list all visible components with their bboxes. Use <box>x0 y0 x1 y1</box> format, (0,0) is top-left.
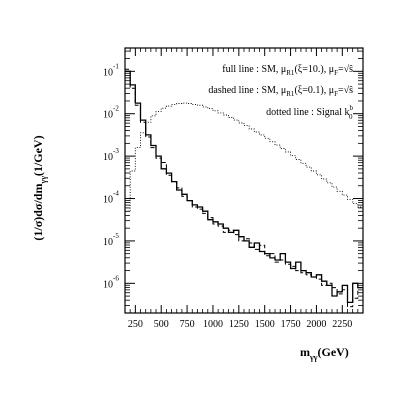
y-tick-exponent: -1 <box>113 62 119 70</box>
y-tick-exponent: -5 <box>113 232 119 240</box>
legend-entry: full line : SM, μR1(ξ=10.), μF=√ŝ <box>222 64 353 77</box>
x-tick-label: 1500 <box>255 319 275 330</box>
x-tick-label: 750 <box>180 319 195 330</box>
y-axis-title-unit: (1/GeV) <box>31 135 45 176</box>
y-tick-exponent: -2 <box>113 105 119 113</box>
y-axis-title: (1/σ)dσ/dmγγ(1/GeV) <box>31 135 48 240</box>
y-tick-exponent: -3 <box>113 147 119 155</box>
x-tick-label: 250 <box>128 319 143 330</box>
x-axis-title-main: m <box>300 345 310 359</box>
x-axis-title-unit: (GeV) <box>317 345 348 359</box>
legend-entry: dashed line : SM, μR1(ξ=0.1), μF=√ŝ <box>208 85 353 98</box>
legend: full line : SM, μR1(ξ=10.), μF=√ŝ dashed … <box>208 64 353 121</box>
y-tick-exponent: -4 <box>113 190 119 198</box>
x-axis-title: mγγ(GeV) <box>300 345 349 362</box>
x-tick-label: 1750 <box>281 319 301 330</box>
x-tick-label: 500 <box>154 319 169 330</box>
y-axis-title-subscript: γγ <box>39 176 48 185</box>
y-tick-label: 10 <box>103 195 113 206</box>
histogram-layer <box>125 68 363 308</box>
legend-entry: dotted line : Signal kb 0 <box>266 104 353 121</box>
y-axis-title-main: (1/σ)dσ/dm <box>31 184 45 241</box>
solid-histogram-line <box>125 70 363 304</box>
x-tick-label: 1000 <box>203 319 223 330</box>
y-tick-label: 10 <box>103 237 113 248</box>
y-tick-label: 10 <box>103 279 113 290</box>
y-tick-label: 10 <box>103 67 113 78</box>
x-tick-label: 1250 <box>229 319 249 330</box>
dashed-histogram-line <box>125 68 363 308</box>
dotted-histogram-line <box>125 102 363 212</box>
x-axis-title-subscript: γγ <box>309 353 318 362</box>
ticks-layer: 250 500 750 1000 1250 1500 1750 2000 225010-110-… <box>103 48 363 330</box>
x-tick-label: 2000 <box>306 319 326 330</box>
x-tick-label: 2250 <box>332 319 352 330</box>
y-tick-label: 10 <box>103 110 113 121</box>
y-tick-exponent: -6 <box>113 274 119 282</box>
y-tick-label: 10 <box>103 152 113 163</box>
